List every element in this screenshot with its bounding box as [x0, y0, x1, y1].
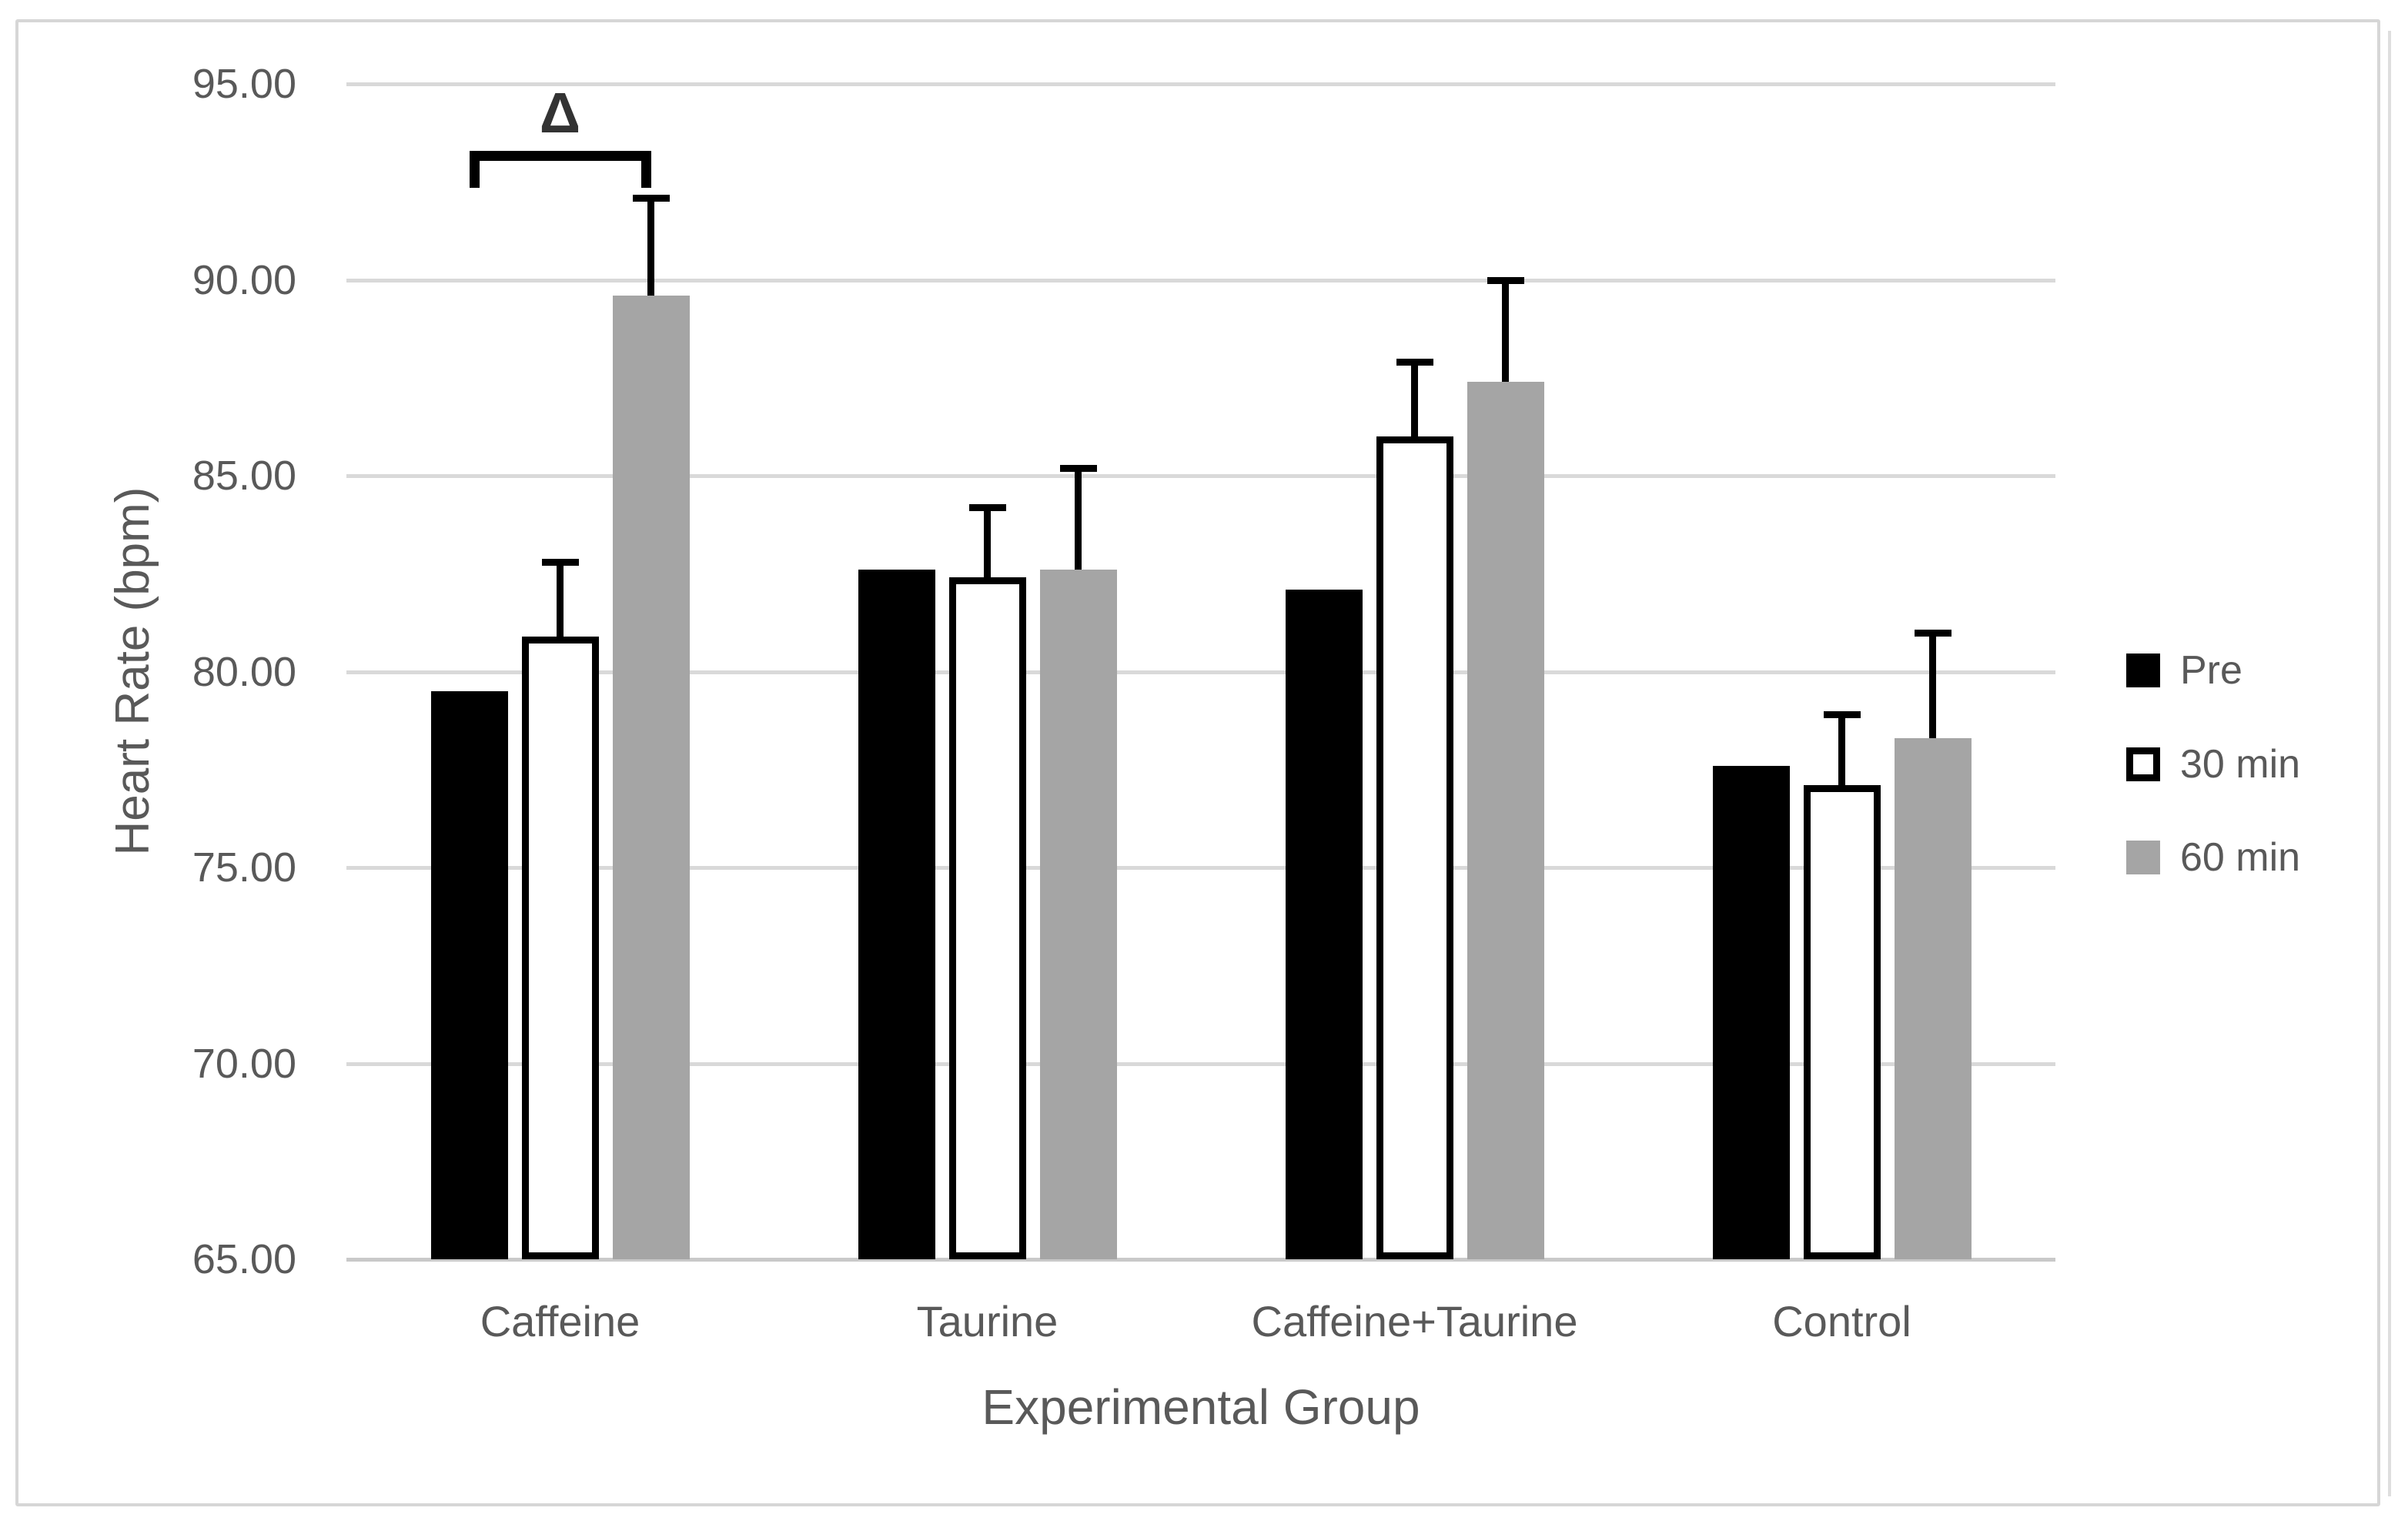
bar-caffeine-60-min: [612, 295, 690, 1259]
gridline: [346, 278, 2055, 282]
bar-control-30-min: [1803, 785, 1881, 1259]
error-bar: [647, 197, 654, 296]
legend-item-pre: Pre: [2126, 648, 2242, 693]
error-bar-cap: [541, 558, 579, 566]
legend-marker-icon: [2126, 654, 2160, 687]
legend-label: 60 min: [2180, 835, 2301, 880]
y-tick-label: 85.00: [192, 453, 296, 499]
y-tick-label: 80.00: [192, 648, 296, 695]
bar-control-60-min: [1894, 738, 1972, 1259]
gridline: [346, 82, 2055, 86]
error-bar: [1075, 467, 1082, 570]
error-bar-cap: [968, 503, 1006, 511]
legend-label: Pre: [2180, 648, 2242, 693]
gridline: [346, 1258, 2055, 1262]
error-bar: [557, 561, 564, 637]
error-bar-cap: [1487, 276, 1524, 284]
error-bar: [1929, 632, 1936, 739]
bar-caffeine-taurine-30-min: [1376, 436, 1453, 1259]
bar-taurine-60-min: [1039, 570, 1117, 1259]
figure-border: [15, 19, 2380, 1506]
error-bar-cap: [1059, 464, 1097, 472]
x-category-label: Caffeine+Taurine: [1251, 1297, 1578, 1345]
error-bar-cap: [1914, 629, 1951, 637]
bar-taurine-30-min: [948, 577, 1026, 1259]
significance-bracket-tick: [469, 151, 480, 188]
error-bar: [1502, 279, 1509, 382]
bar-caffeine-taurine-pre: [1285, 589, 1363, 1259]
gridline: [346, 670, 2055, 674]
legend-item-30-min: 30 min: [2126, 742, 2300, 787]
significance-bracket-tick: [640, 151, 651, 188]
y-tick-label: 95.00: [192, 61, 296, 107]
y-tick-label: 75.00: [192, 844, 296, 891]
error-bar-cap: [1396, 359, 1433, 366]
bar-caffeine-pre: [430, 690, 508, 1259]
legend-item-60-min: 60 min: [2126, 835, 2300, 880]
y-tick-label: 90.00: [192, 256, 296, 303]
x-category-label: Control: [1772, 1297, 1911, 1345]
x-category-label: Caffeine: [480, 1297, 640, 1345]
error-bar: [984, 506, 991, 578]
delta-annotation: Δ: [539, 81, 581, 145]
bar-control-pre: [1712, 765, 1790, 1259]
figure-border-shadow: [2388, 31, 2391, 1496]
y-tick-label: 70.00: [192, 1040, 296, 1087]
legend-marker-icon: [2126, 747, 2160, 781]
x-category-label: Taurine: [916, 1297, 1059, 1345]
error-bar: [1411, 362, 1418, 437]
gridline: [346, 1061, 2055, 1066]
legend-label: 30 min: [2180, 741, 2301, 787]
bar-caffeine-taurine-60-min: [1467, 381, 1544, 1259]
legend-marker-icon: [2126, 841, 2160, 874]
plot-area: Δ: [346, 81, 2055, 1262]
gridline: [346, 866, 2055, 870]
error-bar-cap: [632, 194, 670, 202]
significance-bracket: [469, 151, 651, 161]
bar-taurine-pre: [858, 570, 935, 1259]
error-bar: [1838, 714, 1845, 786]
gridline: [346, 474, 2055, 478]
error-bar-cap: [1823, 711, 1861, 719]
y-tick-label: 65.00: [192, 1236, 296, 1282]
x-axis-title: Experimental Group: [982, 1379, 1420, 1435]
bar-caffeine-30-min: [521, 636, 599, 1259]
